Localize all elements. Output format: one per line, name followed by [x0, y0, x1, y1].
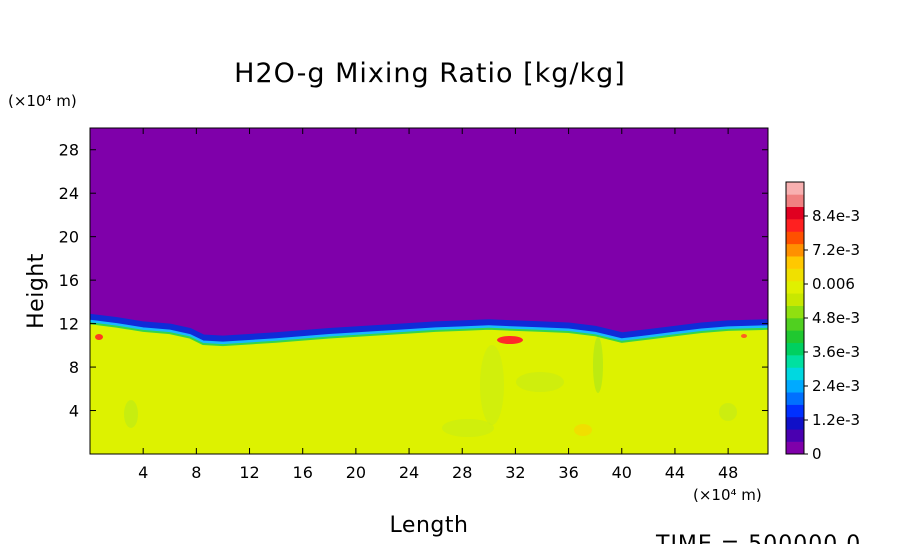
moist-anomaly-2: [480, 345, 504, 425]
plot-frame: [89, 127, 769, 455]
colorbar-cell: [786, 231, 804, 245]
moist-maximum-3: [741, 334, 747, 338]
y-tick-label: 16: [59, 271, 79, 290]
colorbar-cell: [786, 243, 804, 257]
colorbar-tick-label: 0: [812, 445, 822, 463]
y-axis-unit: (×10⁴ m): [8, 92, 77, 110]
colorbar: 8.4e-3 7.2e-3 0.006 4.8e-3 3.6e-3 2.4e-3 1.2e-…: [785, 181, 860, 463]
colorbar-cell: [786, 330, 804, 344]
time-label: TIME = 500000.0: [655, 532, 861, 544]
x-tick-label: 40: [612, 463, 632, 482]
colorbar-cell: [786, 441, 804, 455]
colorbar-cell: [786, 280, 804, 294]
colorbar-cell: [786, 293, 804, 306]
colorbar-tick-label: 3.6e-3: [812, 343, 860, 361]
x-axis-ticks: 4 8 12 16 20 24 28 32 36 40 44 48: [138, 128, 738, 482]
y-tick-label: 4: [69, 402, 79, 421]
x-tick-label: 32: [505, 463, 525, 482]
colorbar-cells: [786, 182, 804, 455]
y-tick-label: 12: [59, 315, 79, 334]
colorbar-cell: [786, 342, 804, 356]
colorbar-cell: [786, 305, 804, 319]
y-tick-label: 24: [59, 184, 79, 203]
moist-anomaly-7: [574, 424, 592, 436]
colorbar-tick-label: 0.006: [812, 275, 855, 293]
x-tick-label: 24: [399, 463, 419, 482]
colorbar-cell: [786, 206, 804, 220]
moist-anomaly-6: [719, 403, 737, 421]
y-tick-label: 20: [59, 228, 79, 247]
colorbar-cell: [786, 367, 804, 381]
transition-band-cyan: [89, 319, 769, 345]
x-tick-label: 8: [191, 463, 201, 482]
x-axis-unit: (×10⁴ m): [693, 486, 762, 504]
colorbar-tick-label: 8.4e-3: [812, 207, 860, 225]
transition-band-green: [89, 322, 769, 347]
x-tick-label: 44: [665, 463, 685, 482]
moist-maximum-1: [497, 336, 523, 344]
x-tick-label: 28: [452, 463, 472, 482]
colorbar-cell: [786, 392, 804, 405]
y-axis-ticks: 4 8 12 16 20 24 28: [59, 141, 768, 421]
moist-anomaly-4: [593, 337, 603, 393]
y-tick-label: 8: [69, 358, 79, 377]
transition-band-blue: [89, 313, 769, 343]
colorbar-tick-label: 1.2e-3: [812, 411, 860, 429]
colorbar-tick-label: 7.2e-3: [812, 241, 860, 259]
colorbar-cell: [786, 429, 804, 442]
colorbar-cell: [786, 355, 804, 368]
moist-anomaly-5: [442, 419, 494, 437]
x-tick-label: 48: [718, 463, 738, 482]
colorbar-cell: [786, 404, 804, 418]
x-axis-label: Length: [390, 513, 469, 538]
x-tick-label: 36: [558, 463, 578, 482]
x-tick-label: 12: [239, 463, 259, 482]
colorbar-cell: [786, 416, 804, 430]
colorbar-cell: [786, 219, 804, 232]
moist-anomaly-3: [516, 372, 564, 392]
colorbar-cell: [786, 194, 804, 208]
colorbar-tick-label: 2.4e-3: [812, 377, 860, 395]
colorbar-tick-label: 4.8e-3: [812, 309, 860, 327]
x-tick-label: 20: [346, 463, 366, 482]
plot-area: [89, 127, 769, 455]
colorbar-cell: [786, 182, 804, 195]
chart-title: H2O-g Mixing Ratio [kg/kg]: [234, 58, 626, 89]
colorbar-cell: [786, 318, 804, 331]
colorbar-cell: [786, 256, 804, 269]
colorbar-cell: [786, 379, 804, 393]
x-tick-label: 4: [138, 463, 148, 482]
moist-anomaly-1: [124, 400, 138, 428]
moist-maximum-2: [95, 334, 103, 340]
colorbar-ticks: 8.4e-3 7.2e-3 0.006 4.8e-3 3.6e-3 2.4e-3 1.2e-…: [804, 207, 860, 463]
y-axis-label: Height: [24, 253, 49, 329]
x-tick-label: 16: [293, 463, 313, 482]
colorbar-cell: [786, 268, 804, 282]
moist-field: [90, 320, 768, 454]
y-tick-label: 28: [59, 141, 79, 160]
